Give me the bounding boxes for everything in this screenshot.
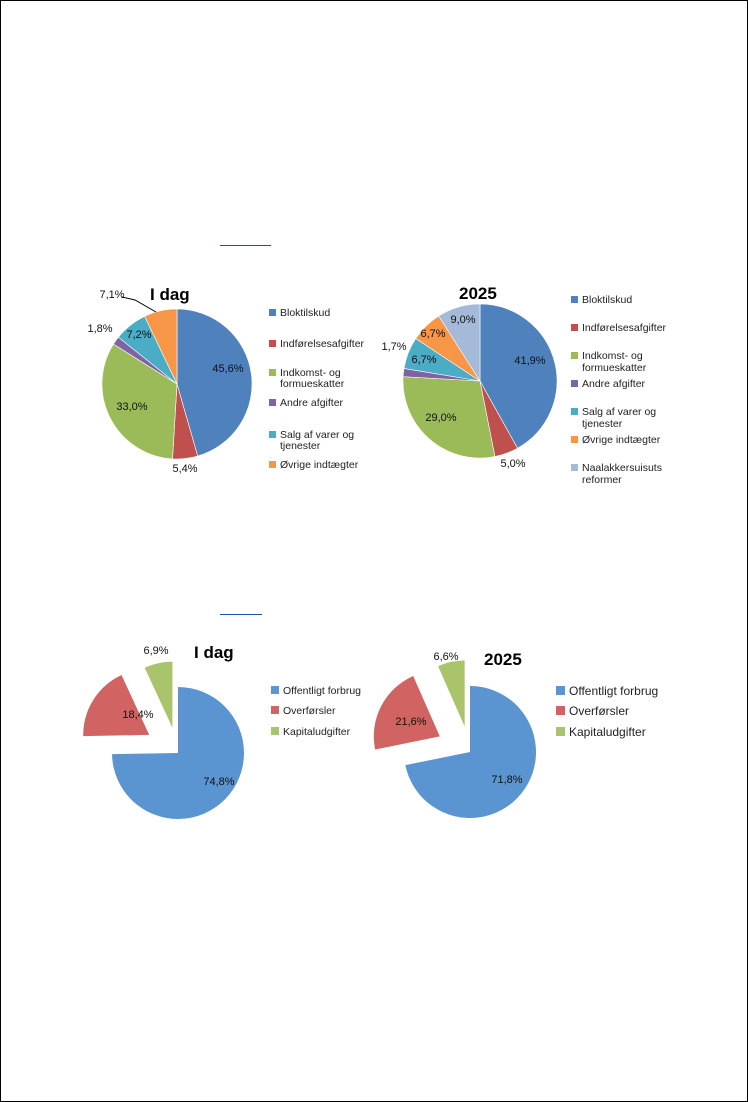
legend-swatch <box>571 464 578 471</box>
legend-swatch <box>269 369 276 376</box>
pie-slice-kapitaludgifter <box>144 661 173 728</box>
data-label: 7,1% <box>99 289 124 301</box>
pie-slice-overf-rsler <box>373 675 440 750</box>
pie-slice-indkomst-og-formueskatter <box>101 343 178 460</box>
data-label: 29,0% <box>425 412 456 424</box>
data-label: 7,2% <box>126 329 151 341</box>
pie-slice-offentligt-forbrug <box>112 687 245 819</box>
pie-chart-1: 45,6% 5,4% 33,0% 1,8% 7,2% 7,1% I dag Bloktilsk… <box>87 285 364 475</box>
legend-entry: Naalakkersuisuts reformer <box>582 462 662 486</box>
legend-entry: Overførsler <box>283 705 336 717</box>
legend-entry: Indkomst- og formueskatter <box>280 367 345 390</box>
data-label: 41,9% <box>514 355 545 367</box>
data-label: 9,0% <box>450 314 475 326</box>
legend-swatch <box>269 399 276 406</box>
data-label: 71,8% <box>491 774 522 786</box>
chart-title: I dag <box>150 285 190 304</box>
legend-swatch <box>269 309 276 316</box>
data-label: 1,7% <box>381 341 406 353</box>
data-label: 21,6% <box>395 716 426 728</box>
data-label: 6,6% <box>433 651 458 663</box>
data-label: 5,0% <box>500 458 525 470</box>
legend-swatch <box>571 408 578 415</box>
legend-swatch <box>269 431 276 438</box>
legend-swatch <box>556 706 565 715</box>
legend-entry: Andre afgifter <box>582 378 646 390</box>
pie-chart-2: 41,9% 5,0% 29,0% 1,7% 6,7% 6,7% 9,0% 2025 Blokti… <box>381 284 666 486</box>
data-label: 6,7% <box>420 328 445 340</box>
data-label: 18,4% <box>122 709 153 721</box>
legend-swatch <box>571 380 578 387</box>
leader-line <box>121 296 157 313</box>
legend-entry: Øvrige indtægter <box>582 434 661 446</box>
legend-swatch <box>571 436 578 443</box>
legend-swatch <box>271 727 279 735</box>
data-label: 33,0% <box>116 401 147 413</box>
pie-slice-bloktilskud <box>176 308 253 457</box>
data-label: 45,6% <box>212 363 243 375</box>
legend-swatch <box>271 706 279 714</box>
chart-title: 2025 <box>484 650 522 669</box>
legend-entry: Øvrige indtægter <box>280 459 359 471</box>
legend-swatch <box>571 296 578 303</box>
legend-swatch <box>269 340 276 347</box>
legend-entry: Kapitaludgifter <box>283 726 351 738</box>
legend-swatch <box>571 352 578 359</box>
legend-entry: Bloktilskud <box>280 307 330 319</box>
legend-swatch <box>271 686 279 694</box>
legend-entry: Indkomst- og formueskatter <box>582 350 647 374</box>
legend-entry: Indførelsesafgifter <box>582 322 667 334</box>
hyperlink-underline-1 <box>220 245 271 246</box>
pie-chart-3: 74,8% 18,4% 6,9% I dag Offentligt forbrug Ove… <box>83 643 361 819</box>
legend-swatch <box>571 324 578 331</box>
legend-swatch <box>269 461 276 468</box>
hyperlink-underline-2 <box>220 614 262 615</box>
data-label: 5,4% <box>172 463 197 475</box>
legend-entry: Overførsler <box>569 704 629 718</box>
legend-swatch <box>556 686 565 695</box>
chart-title: I dag <box>194 643 234 662</box>
pie-slice-offentligt-forbrug <box>405 686 537 818</box>
pie-slice-overf-rsler <box>83 675 150 737</box>
data-label: 1,8% <box>87 323 112 335</box>
pie-slice-bloktilskud <box>479 303 558 449</box>
legend-entry: Kapitaludgifter <box>569 725 646 739</box>
legend-entry: Salg af varer og tjenester <box>280 429 354 452</box>
pie-slice-naalakkersuisuts-reformer <box>438 303 481 383</box>
legend-entry: Andre afgifter <box>280 397 344 409</box>
pie-slice--vrige-indt-gter <box>144 308 178 385</box>
pie-slice-indkomst-og-formueskatter <box>402 376 496 459</box>
data-label: 6,9% <box>143 645 168 657</box>
pie-slice-kapitaludgifter <box>438 660 465 727</box>
legend-entry: Offentligt forbrug <box>569 684 658 698</box>
data-label: 74,8% <box>203 776 234 788</box>
legend-entry: Indførelsesafgifter <box>280 338 365 350</box>
legend-entry: Offentligt forbrug <box>283 685 361 697</box>
legend-entry: Salg af varer og tjenester <box>582 406 656 430</box>
legend-swatch <box>556 727 565 736</box>
pie-chart-4: 71,8% 21,6% 6,6% 2025 Offentligt forbrug Over… <box>373 650 658 818</box>
legend-entry: Bloktilskud <box>582 294 632 306</box>
chart-title: 2025 <box>459 284 497 303</box>
data-label: 6,7% <box>411 354 436 366</box>
